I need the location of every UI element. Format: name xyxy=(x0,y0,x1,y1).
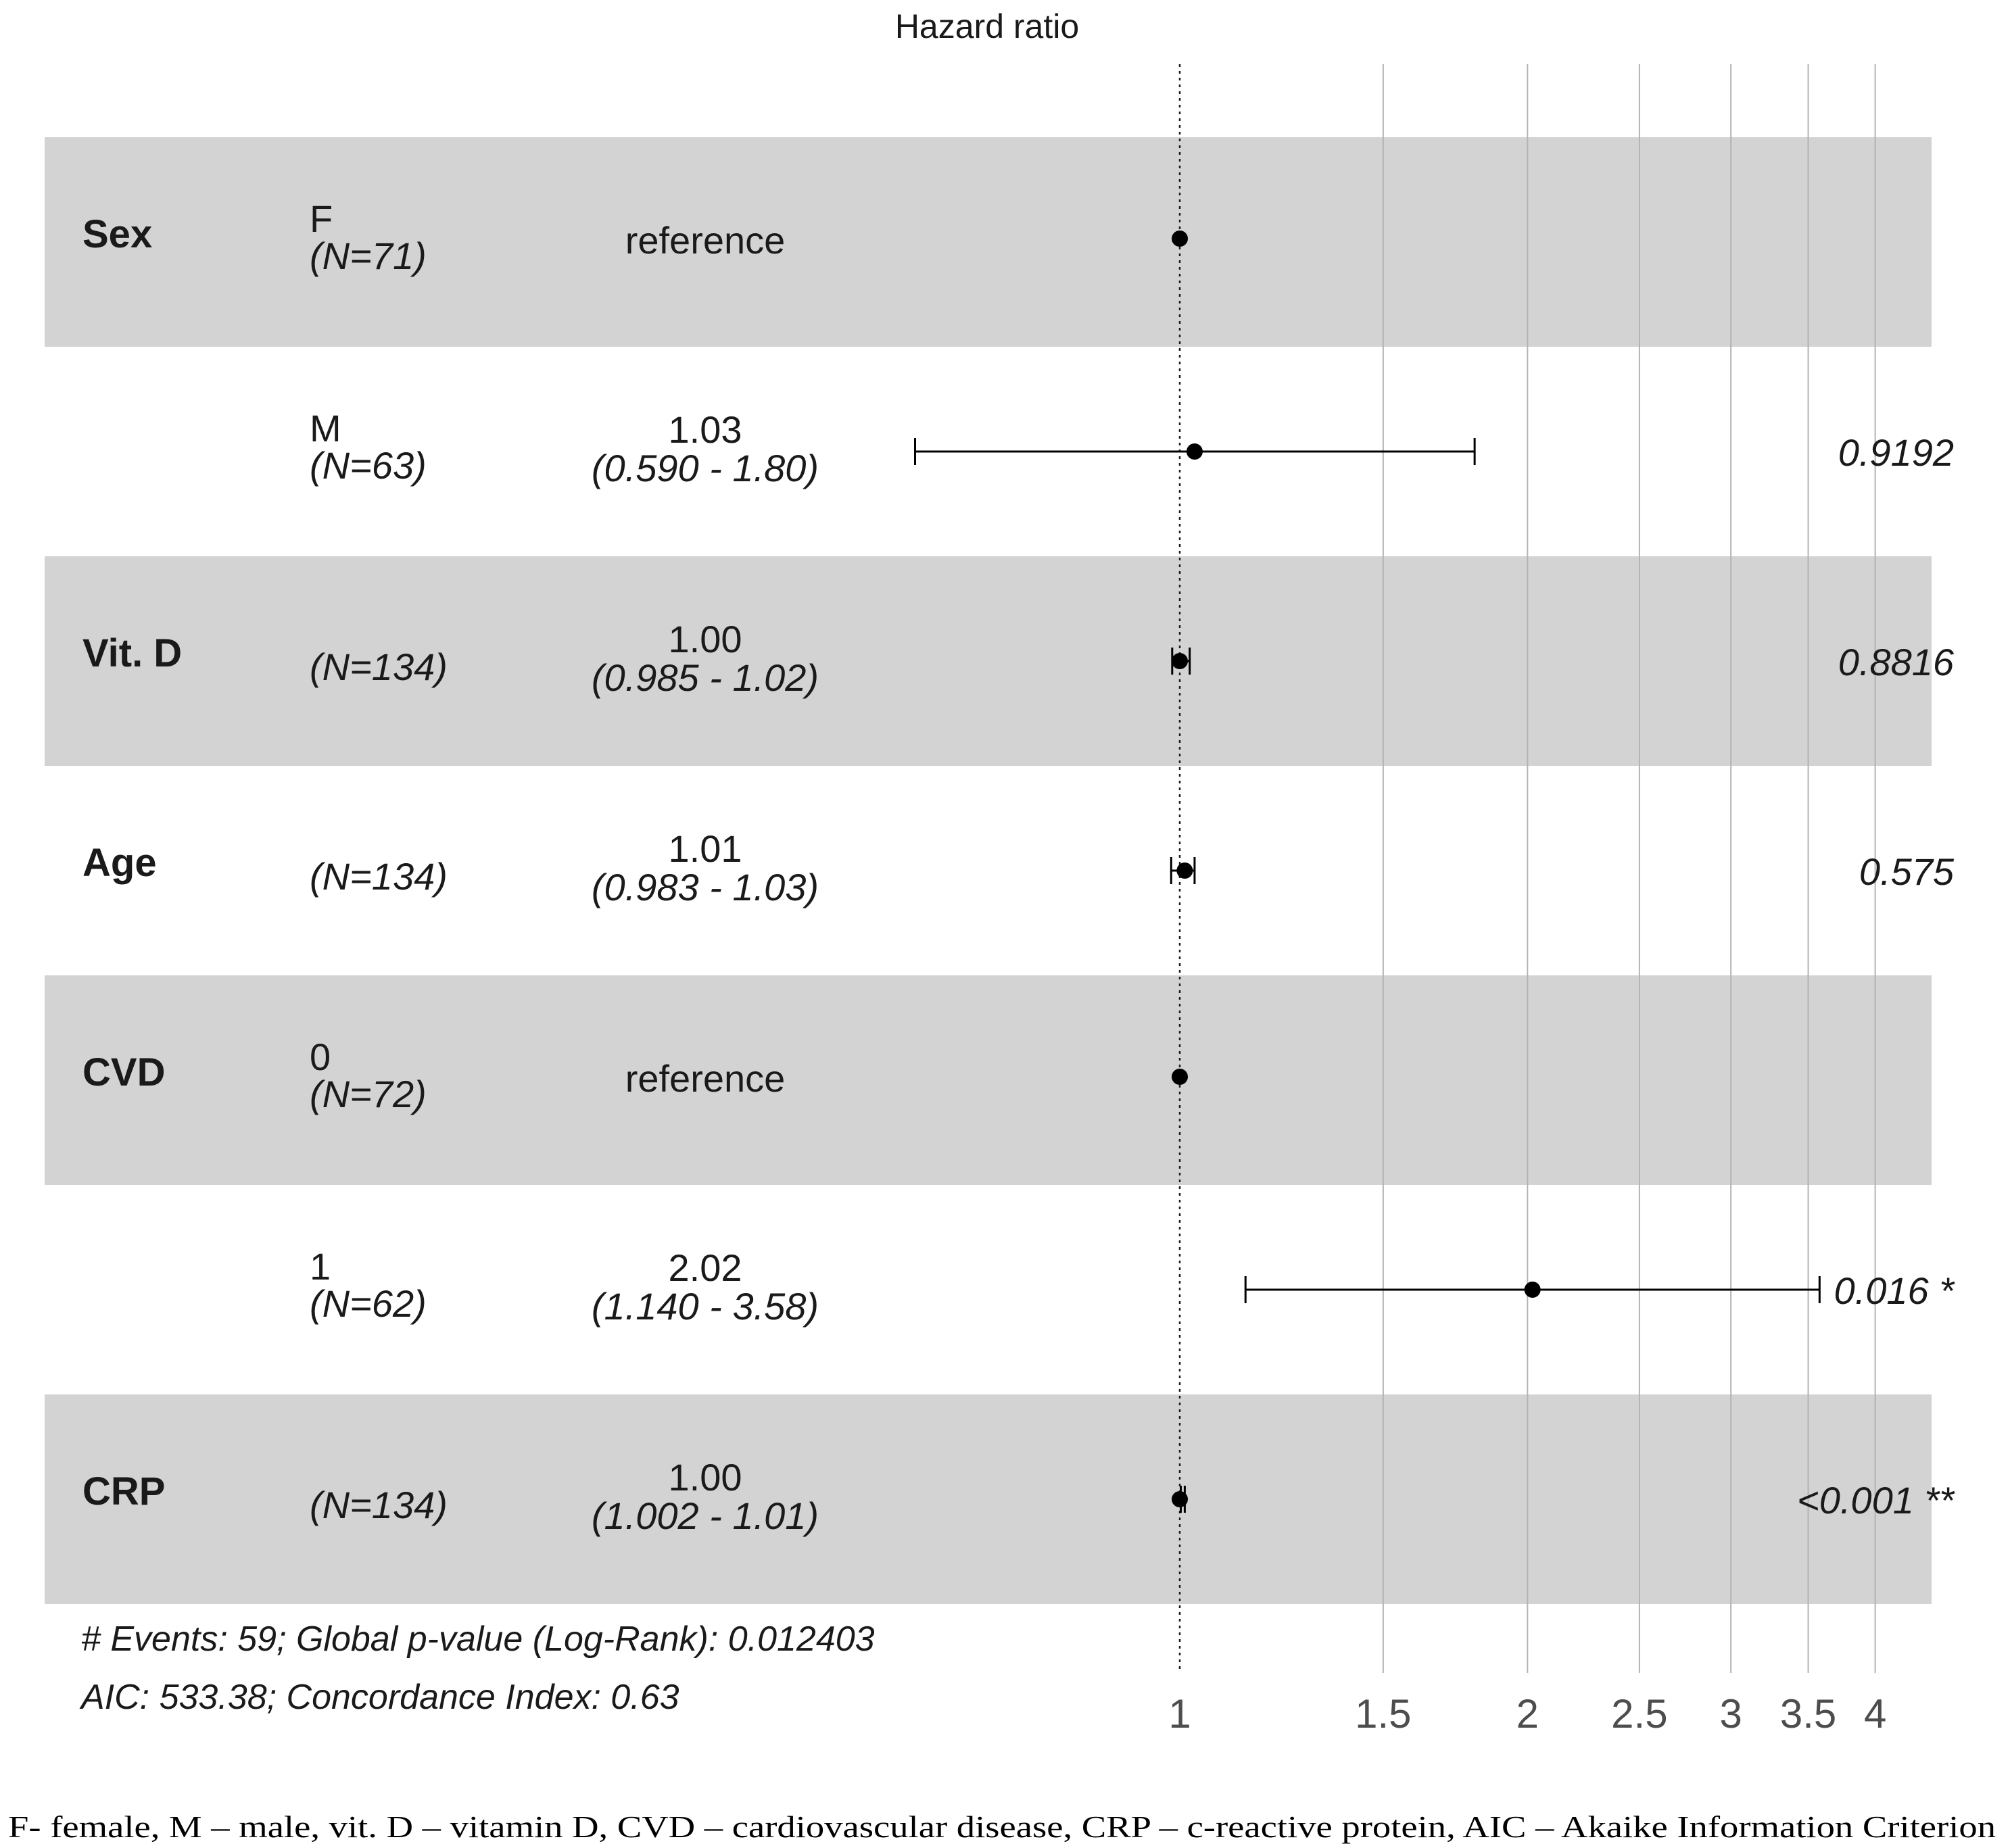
point-estimate xyxy=(1524,1282,1541,1298)
row-variable-label: Sex xyxy=(82,212,152,256)
row-p-value: 0.8816 xyxy=(1838,641,1955,683)
row-level-label: 1 xyxy=(310,1245,331,1288)
x-tick-label: 4 xyxy=(1864,1691,1886,1736)
row-ci-label: (0.590 - 1.80) xyxy=(592,447,819,489)
row-p-value: 0.575 xyxy=(1859,850,1955,893)
x-tick-label: 1.5 xyxy=(1355,1691,1411,1736)
footer-aic: AIC: 533.38; Concordance Index: 0.63 xyxy=(79,1678,679,1717)
point-estimates xyxy=(1172,230,1541,1507)
point-estimate xyxy=(1176,862,1193,879)
row-band xyxy=(45,1394,1932,1604)
row-p-value: 0.9192 xyxy=(1838,431,1954,474)
footer-events: # Events: 59; Global p-value (Log-Rank):… xyxy=(81,1620,875,1659)
row-n-label: (N=62) xyxy=(310,1282,427,1325)
row-level-label: M xyxy=(310,407,341,449)
row-variable-label: CVD xyxy=(82,1050,165,1094)
row-ci-label: (0.985 - 1.02) xyxy=(592,656,819,699)
row-n-label: (N=71) xyxy=(310,235,427,277)
row-bands xyxy=(45,137,1932,1604)
figure-caption: F- female, M – male, vit. D – vitamin D,… xyxy=(8,1809,1996,1844)
row-n-label: (N=134) xyxy=(310,855,448,898)
row-estimate-label: 2.02 xyxy=(669,1246,742,1289)
row-ci-label: (0.983 - 1.03) xyxy=(592,866,819,908)
row-n-label: (N=72) xyxy=(310,1073,427,1115)
row-ci-label: (1.140 - 3.58) xyxy=(592,1285,819,1328)
row-level-label: 0 xyxy=(310,1036,331,1078)
row-n-label: (N=63) xyxy=(310,444,427,487)
row-labels: Sex F(N=71) reference M(N=63) 1.03(0.590 - 1… xyxy=(82,197,1955,1537)
x-tick-label: 2 xyxy=(1516,1691,1539,1736)
row-variable-label: Age xyxy=(82,841,157,885)
x-axis-ticks: 1 1.5 2 2.5 3 3.5 4 xyxy=(1168,1691,1886,1736)
point-estimate xyxy=(1172,1069,1188,1085)
row-p-value: <0.001 ** xyxy=(1797,1479,1955,1522)
row-estimate-label: 1.00 xyxy=(669,618,742,660)
point-estimate xyxy=(1186,443,1203,460)
row-estimate-label: reference xyxy=(625,219,786,262)
point-estimate xyxy=(1172,653,1188,669)
x-tick-label: 3 xyxy=(1719,1691,1742,1736)
gridlines xyxy=(1382,64,1876,1673)
row-n-label: (N=134) xyxy=(310,646,448,688)
row-estimate-label: 1.01 xyxy=(669,827,742,870)
point-estimate xyxy=(1172,230,1188,247)
row-p-value: 0.016 * xyxy=(1834,1269,1956,1312)
row-n-label: (N=134) xyxy=(310,1484,448,1526)
x-tick-label: 3.5 xyxy=(1780,1691,1836,1736)
row-estimate-label: 1.03 xyxy=(669,408,742,451)
row-band xyxy=(45,556,1932,766)
row-band xyxy=(45,975,1932,1185)
row-estimate-label: 1.00 xyxy=(669,1456,742,1499)
row-variable-label: CRP xyxy=(82,1469,165,1513)
point-estimate xyxy=(1172,1491,1188,1507)
x-tick-label: 2.5 xyxy=(1611,1691,1667,1736)
row-band xyxy=(45,137,1932,347)
row-level-label: F xyxy=(310,197,333,240)
row-estimate-label: reference xyxy=(625,1057,786,1100)
x-tick-label: 1 xyxy=(1168,1691,1191,1736)
row-variable-label: Vit. D xyxy=(82,631,182,675)
row-ci-label: (1.002 - 1.01) xyxy=(592,1494,819,1537)
chart-title: Hazard ratio xyxy=(895,7,1079,45)
